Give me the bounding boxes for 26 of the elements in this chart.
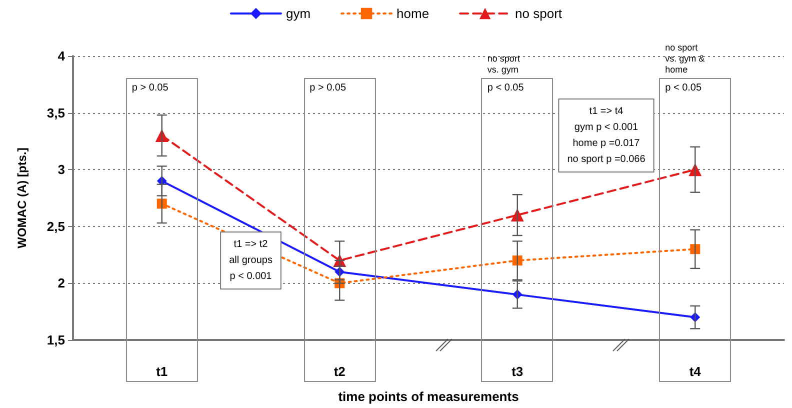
y-tick-label: 3,5 — [46, 105, 65, 120]
y-tick-label: 4 — [58, 48, 66, 64]
legend-label: gym — [286, 6, 311, 21]
y-tick-label: 2,5 — [46, 218, 65, 234]
annotation: t1 => t4 gym p < 0.001 home p =0.017 no sport p =0.066 — [567, 106, 646, 166]
legend-label: no sport — [515, 6, 562, 21]
point — [156, 198, 167, 209]
annotation: no sport vs. gym & home — [665, 42, 705, 74]
y-tick-label: 1,5 — [46, 332, 65, 348]
point — [690, 244, 700, 254]
x-axis-title: time points of measurements — [338, 389, 519, 404]
x-tick-label: t4 — [689, 364, 702, 379]
annotation: p < 0.05 — [487, 82, 524, 94]
annotation: p > 0.05 — [310, 82, 346, 94]
point — [512, 255, 522, 266]
x-tick-label: t2 — [334, 364, 346, 379]
annotation: p < 0.05 — [665, 82, 702, 94]
y-axis-title: WOMAC (A) [pts.] — [15, 148, 29, 248]
legend-label: home — [396, 6, 430, 21]
y-tick-label: 3 — [58, 162, 65, 178]
x-tick-label: t1 — [156, 364, 168, 379]
annotation: p > 0.05 — [132, 82, 169, 94]
annotation: t1 => t2 all groups p < 0.001 — [229, 238, 272, 282]
annotation: no sport vs. gym — [487, 54, 520, 74]
x-tick-label: t3 — [512, 364, 524, 379]
y-tick-label: 2 — [58, 276, 65, 291]
